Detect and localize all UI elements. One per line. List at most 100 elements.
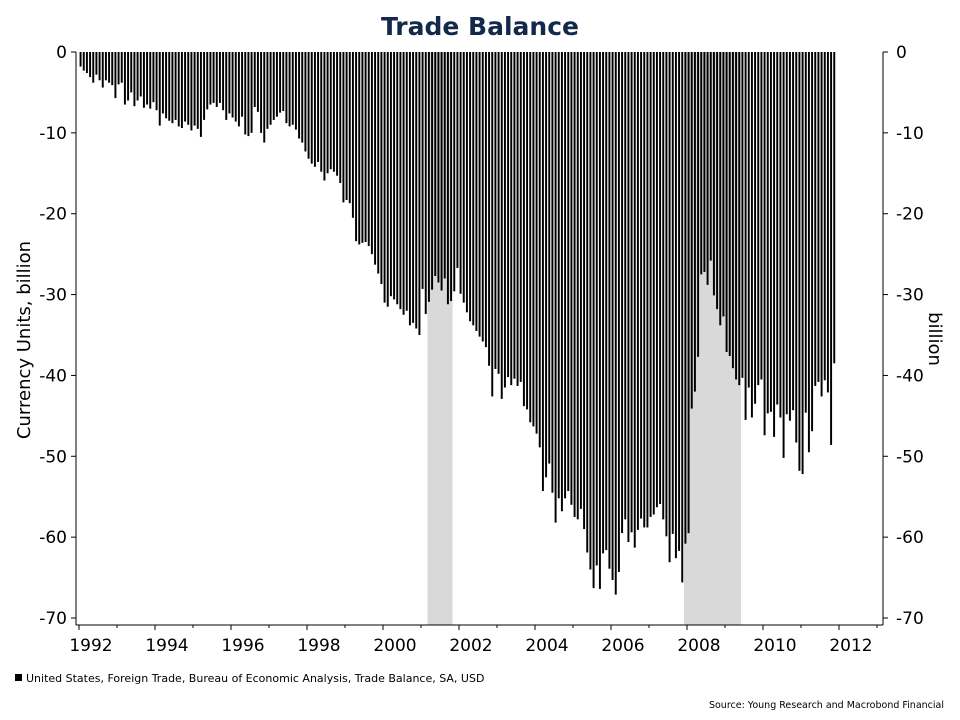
bar bbox=[548, 52, 551, 464]
bar bbox=[288, 52, 291, 127]
bar bbox=[266, 52, 269, 129]
bar bbox=[522, 52, 525, 407]
bar bbox=[668, 52, 671, 563]
bar bbox=[469, 52, 472, 322]
x-tick-label: 1996 bbox=[221, 636, 264, 656]
bar bbox=[440, 52, 443, 291]
bar bbox=[769, 52, 772, 412]
bar bbox=[298, 52, 301, 139]
bar bbox=[801, 52, 804, 475]
bar bbox=[101, 52, 104, 88]
bar bbox=[377, 52, 380, 274]
bar bbox=[462, 52, 465, 303]
bar bbox=[465, 52, 468, 313]
bar bbox=[361, 52, 364, 243]
y-tick-label: -60 bbox=[39, 528, 67, 548]
bar bbox=[177, 52, 180, 127]
bar bbox=[358, 52, 361, 245]
bar bbox=[573, 52, 576, 517]
bar bbox=[386, 52, 389, 307]
y-tick-label-right: -70 bbox=[896, 609, 924, 629]
bar bbox=[98, 52, 101, 81]
bar bbox=[215, 52, 218, 107]
bar bbox=[434, 52, 437, 276]
bar bbox=[494, 52, 497, 369]
bar bbox=[830, 52, 833, 445]
bar bbox=[291, 52, 294, 125]
bar bbox=[592, 52, 595, 589]
y-tick-label: -10 bbox=[39, 124, 67, 144]
bar bbox=[627, 52, 630, 542]
bar bbox=[443, 52, 446, 279]
bar bbox=[399, 52, 402, 310]
bar bbox=[313, 52, 316, 167]
bar bbox=[427, 52, 430, 302]
bar bbox=[481, 52, 484, 342]
bar bbox=[766, 52, 769, 414]
x-tick-label: 2004 bbox=[525, 636, 568, 656]
bar bbox=[301, 52, 304, 143]
bar bbox=[491, 52, 494, 397]
bar bbox=[209, 52, 212, 105]
bar bbox=[659, 52, 662, 504]
bar bbox=[763, 52, 766, 436]
bar bbox=[184, 52, 187, 122]
y-tick-label-right: -60 bbox=[896, 528, 924, 548]
bar bbox=[681, 52, 684, 583]
y-tick-label-right: -20 bbox=[896, 205, 924, 225]
bar bbox=[146, 52, 149, 105]
bar bbox=[817, 52, 820, 382]
bar bbox=[833, 52, 836, 364]
bar bbox=[725, 52, 728, 352]
bar bbox=[351, 52, 354, 218]
bar bbox=[754, 52, 757, 404]
bar bbox=[823, 52, 826, 381]
bar bbox=[111, 52, 114, 86]
bar bbox=[807, 52, 810, 453]
bar bbox=[662, 52, 665, 520]
bar bbox=[779, 52, 782, 418]
bar bbox=[253, 52, 256, 107]
x-tick-label: 1994 bbox=[145, 636, 188, 656]
bar bbox=[570, 52, 573, 505]
bar bbox=[117, 52, 120, 85]
bar bbox=[709, 52, 712, 261]
bar bbox=[161, 52, 164, 114]
bar bbox=[712, 52, 715, 296]
bar bbox=[541, 52, 544, 492]
bar bbox=[412, 52, 415, 323]
bar bbox=[241, 52, 244, 117]
bar bbox=[538, 52, 541, 448]
bar bbox=[814, 52, 817, 386]
bar bbox=[317, 52, 320, 162]
bar bbox=[706, 52, 709, 285]
bar bbox=[228, 52, 231, 114]
bar bbox=[79, 52, 82, 67]
bar bbox=[579, 52, 582, 509]
bar bbox=[526, 52, 529, 410]
bar bbox=[203, 52, 206, 120]
bar bbox=[424, 52, 427, 314]
bar bbox=[608, 52, 611, 569]
bar bbox=[532, 52, 535, 427]
bar bbox=[624, 52, 627, 520]
bar bbox=[472, 52, 475, 326]
y-tick-label: -70 bbox=[39, 609, 67, 629]
bar bbox=[89, 52, 92, 78]
y-tick-label: 0 bbox=[56, 43, 67, 63]
chart-title: Trade Balance bbox=[381, 12, 579, 41]
bar bbox=[576, 52, 579, 520]
bar bbox=[450, 52, 453, 302]
bar bbox=[127, 52, 130, 101]
bar bbox=[453, 52, 456, 292]
bar bbox=[130, 52, 133, 93]
y-tick-label: -40 bbox=[39, 366, 67, 386]
bar bbox=[310, 52, 313, 164]
bar bbox=[782, 52, 785, 458]
bar bbox=[738, 52, 741, 386]
bar bbox=[345, 52, 348, 200]
bar bbox=[199, 52, 202, 137]
y-tick-label: -30 bbox=[39, 286, 67, 306]
y-ticks-left: 0 -10 -20 -30 -40 -50 -60 -70 bbox=[39, 43, 76, 629]
